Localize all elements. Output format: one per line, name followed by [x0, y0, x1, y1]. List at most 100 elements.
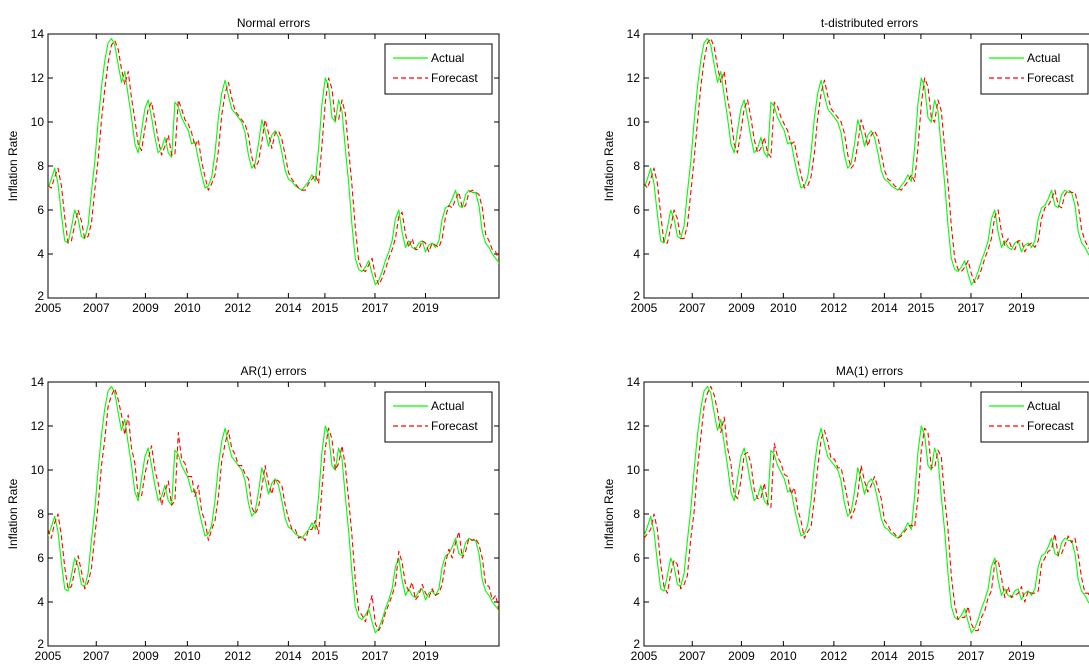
chart-panel: Normal errors Inflation Rate 2 4 6 8 10 12 14 200…	[6, 16, 500, 315]
y-tick-label: 14	[31, 375, 45, 389]
y-axis-label: Inflation Rate	[602, 478, 616, 549]
x-tick-label: 2009	[728, 649, 755, 663]
x-tick-label: 2019	[412, 301, 439, 315]
y-tick-label: 14	[31, 27, 45, 41]
y-tick-label: 2	[633, 637, 640, 651]
series-line-actual	[48, 385, 499, 634]
x-tick-label: 2014	[871, 301, 898, 315]
series-line-forecast	[48, 40, 499, 286]
x-tick-label: 2019	[412, 649, 439, 663]
x-tick-label: 2005	[35, 301, 62, 315]
y-tick-label: 12	[627, 419, 641, 433]
series-line-forecast	[644, 385, 1089, 632]
x-tick-label: 2012	[225, 301, 252, 315]
x-tick-label: 2010	[174, 649, 201, 663]
y-axis-label: Inflation Rate	[6, 130, 20, 201]
x-tick-label: 2009	[132, 301, 159, 315]
series-line-forecast	[644, 37, 1089, 284]
y-tick-label: 6	[633, 203, 640, 217]
y-tick-label: 8	[633, 159, 640, 173]
x-tick-label: 2007	[83, 301, 110, 315]
x-tick-label: 2019	[1008, 649, 1035, 663]
series-line-actual	[644, 385, 1089, 634]
y-tick-label: 4	[633, 595, 640, 609]
legend: Actual Forecast	[980, 43, 1089, 95]
y-tick-label: 14	[627, 375, 641, 389]
legend-label: Actual	[431, 399, 464, 413]
x-tick-label: 2015	[908, 301, 935, 315]
x-tick-label: 2007	[679, 649, 706, 663]
legend-label: Actual	[1027, 51, 1060, 65]
y-tick-label: 10	[627, 115, 641, 129]
legend-label: Forecast	[431, 71, 478, 85]
series-line-forecast	[48, 388, 499, 632]
x-tick-label: 2015	[908, 649, 935, 663]
legend-label: Forecast	[431, 419, 478, 433]
y-tick-label: 12	[31, 71, 45, 85]
x-tick-label: 2014	[275, 649, 302, 663]
x-tick-label: 2017	[958, 301, 985, 315]
chart-panel: t-distributed errors Inflation Rate 2 4 6 8 10…	[602, 16, 1089, 315]
legend-box	[980, 391, 1089, 443]
x-tick-label: 2012	[225, 649, 252, 663]
x-tick-label: 2014	[275, 301, 302, 315]
y-tick-label: 14	[627, 27, 641, 41]
y-tick-label: 4	[633, 247, 640, 261]
chart-title: AR(1) errors	[240, 364, 306, 378]
y-tick-label: 12	[31, 419, 45, 433]
x-tick-label: 2019	[1008, 301, 1035, 315]
x-tick-label: 2007	[679, 301, 706, 315]
x-tick-label: 2009	[132, 649, 159, 663]
x-tick-label: 2005	[631, 649, 658, 663]
legend-box	[980, 43, 1089, 95]
y-tick-label: 10	[31, 463, 45, 477]
legend: Actual Forecast	[980, 391, 1089, 443]
y-tick-label: 8	[633, 507, 640, 521]
legend-box	[384, 43, 493, 95]
y-tick-label: 10	[627, 463, 641, 477]
x-tick-label: 2015	[312, 301, 339, 315]
x-tick-label: 2012	[821, 301, 848, 315]
legend-label: Actual	[431, 51, 464, 65]
legend: Actual Forecast	[384, 391, 493, 443]
y-axis-label: Inflation Rate	[6, 478, 20, 549]
y-tick-label: 6	[633, 551, 640, 565]
x-tick-label: 2010	[770, 649, 797, 663]
chart-title: t-distributed errors	[821, 16, 918, 30]
y-tick-label: 6	[37, 203, 44, 217]
x-tick-label: 2015	[312, 649, 339, 663]
y-tick-label: 4	[37, 247, 44, 261]
x-tick-label: 2017	[958, 649, 985, 663]
y-tick-label: 10	[31, 115, 45, 129]
y-tick-label: 6	[37, 551, 44, 565]
x-tick-label: 2017	[362, 649, 389, 663]
legend-label: Actual	[1027, 399, 1060, 413]
legend-label: Forecast	[1027, 419, 1074, 433]
x-tick-label: 2009	[728, 301, 755, 315]
x-tick-label: 2010	[770, 301, 797, 315]
x-tick-label: 2014	[871, 649, 898, 663]
legend-label: Forecast	[1027, 71, 1074, 85]
x-tick-label: 2007	[83, 649, 110, 663]
y-tick-label: 2	[633, 289, 640, 303]
chart-panel: MA(1) errors Inflation Rate 2 4 6 8 10 12 14 2005…	[602, 364, 1089, 663]
chart-panel: AR(1) errors Inflation Rate 2 4 6 8 10 12 14 2005…	[6, 364, 500, 663]
y-tick-label: 12	[627, 71, 641, 85]
series-line-actual	[644, 37, 1089, 286]
x-tick-label: 2017	[362, 301, 389, 315]
legend-box	[384, 391, 493, 443]
legend: Actual Forecast	[384, 43, 493, 95]
x-tick-label: 2012	[821, 649, 848, 663]
chart-title: MA(1) errors	[836, 364, 903, 378]
chart-title: Normal errors	[237, 16, 310, 30]
x-tick-label: 2010	[174, 301, 201, 315]
y-tick-label: 2	[37, 289, 44, 303]
series-line-actual	[48, 37, 499, 286]
y-tick-label: 2	[37, 637, 44, 651]
y-tick-label: 8	[37, 507, 44, 521]
y-tick-label: 8	[37, 159, 44, 173]
x-tick-label: 2005	[631, 301, 658, 315]
y-axis-label: Inflation Rate	[602, 130, 616, 201]
y-tick-label: 4	[37, 595, 44, 609]
